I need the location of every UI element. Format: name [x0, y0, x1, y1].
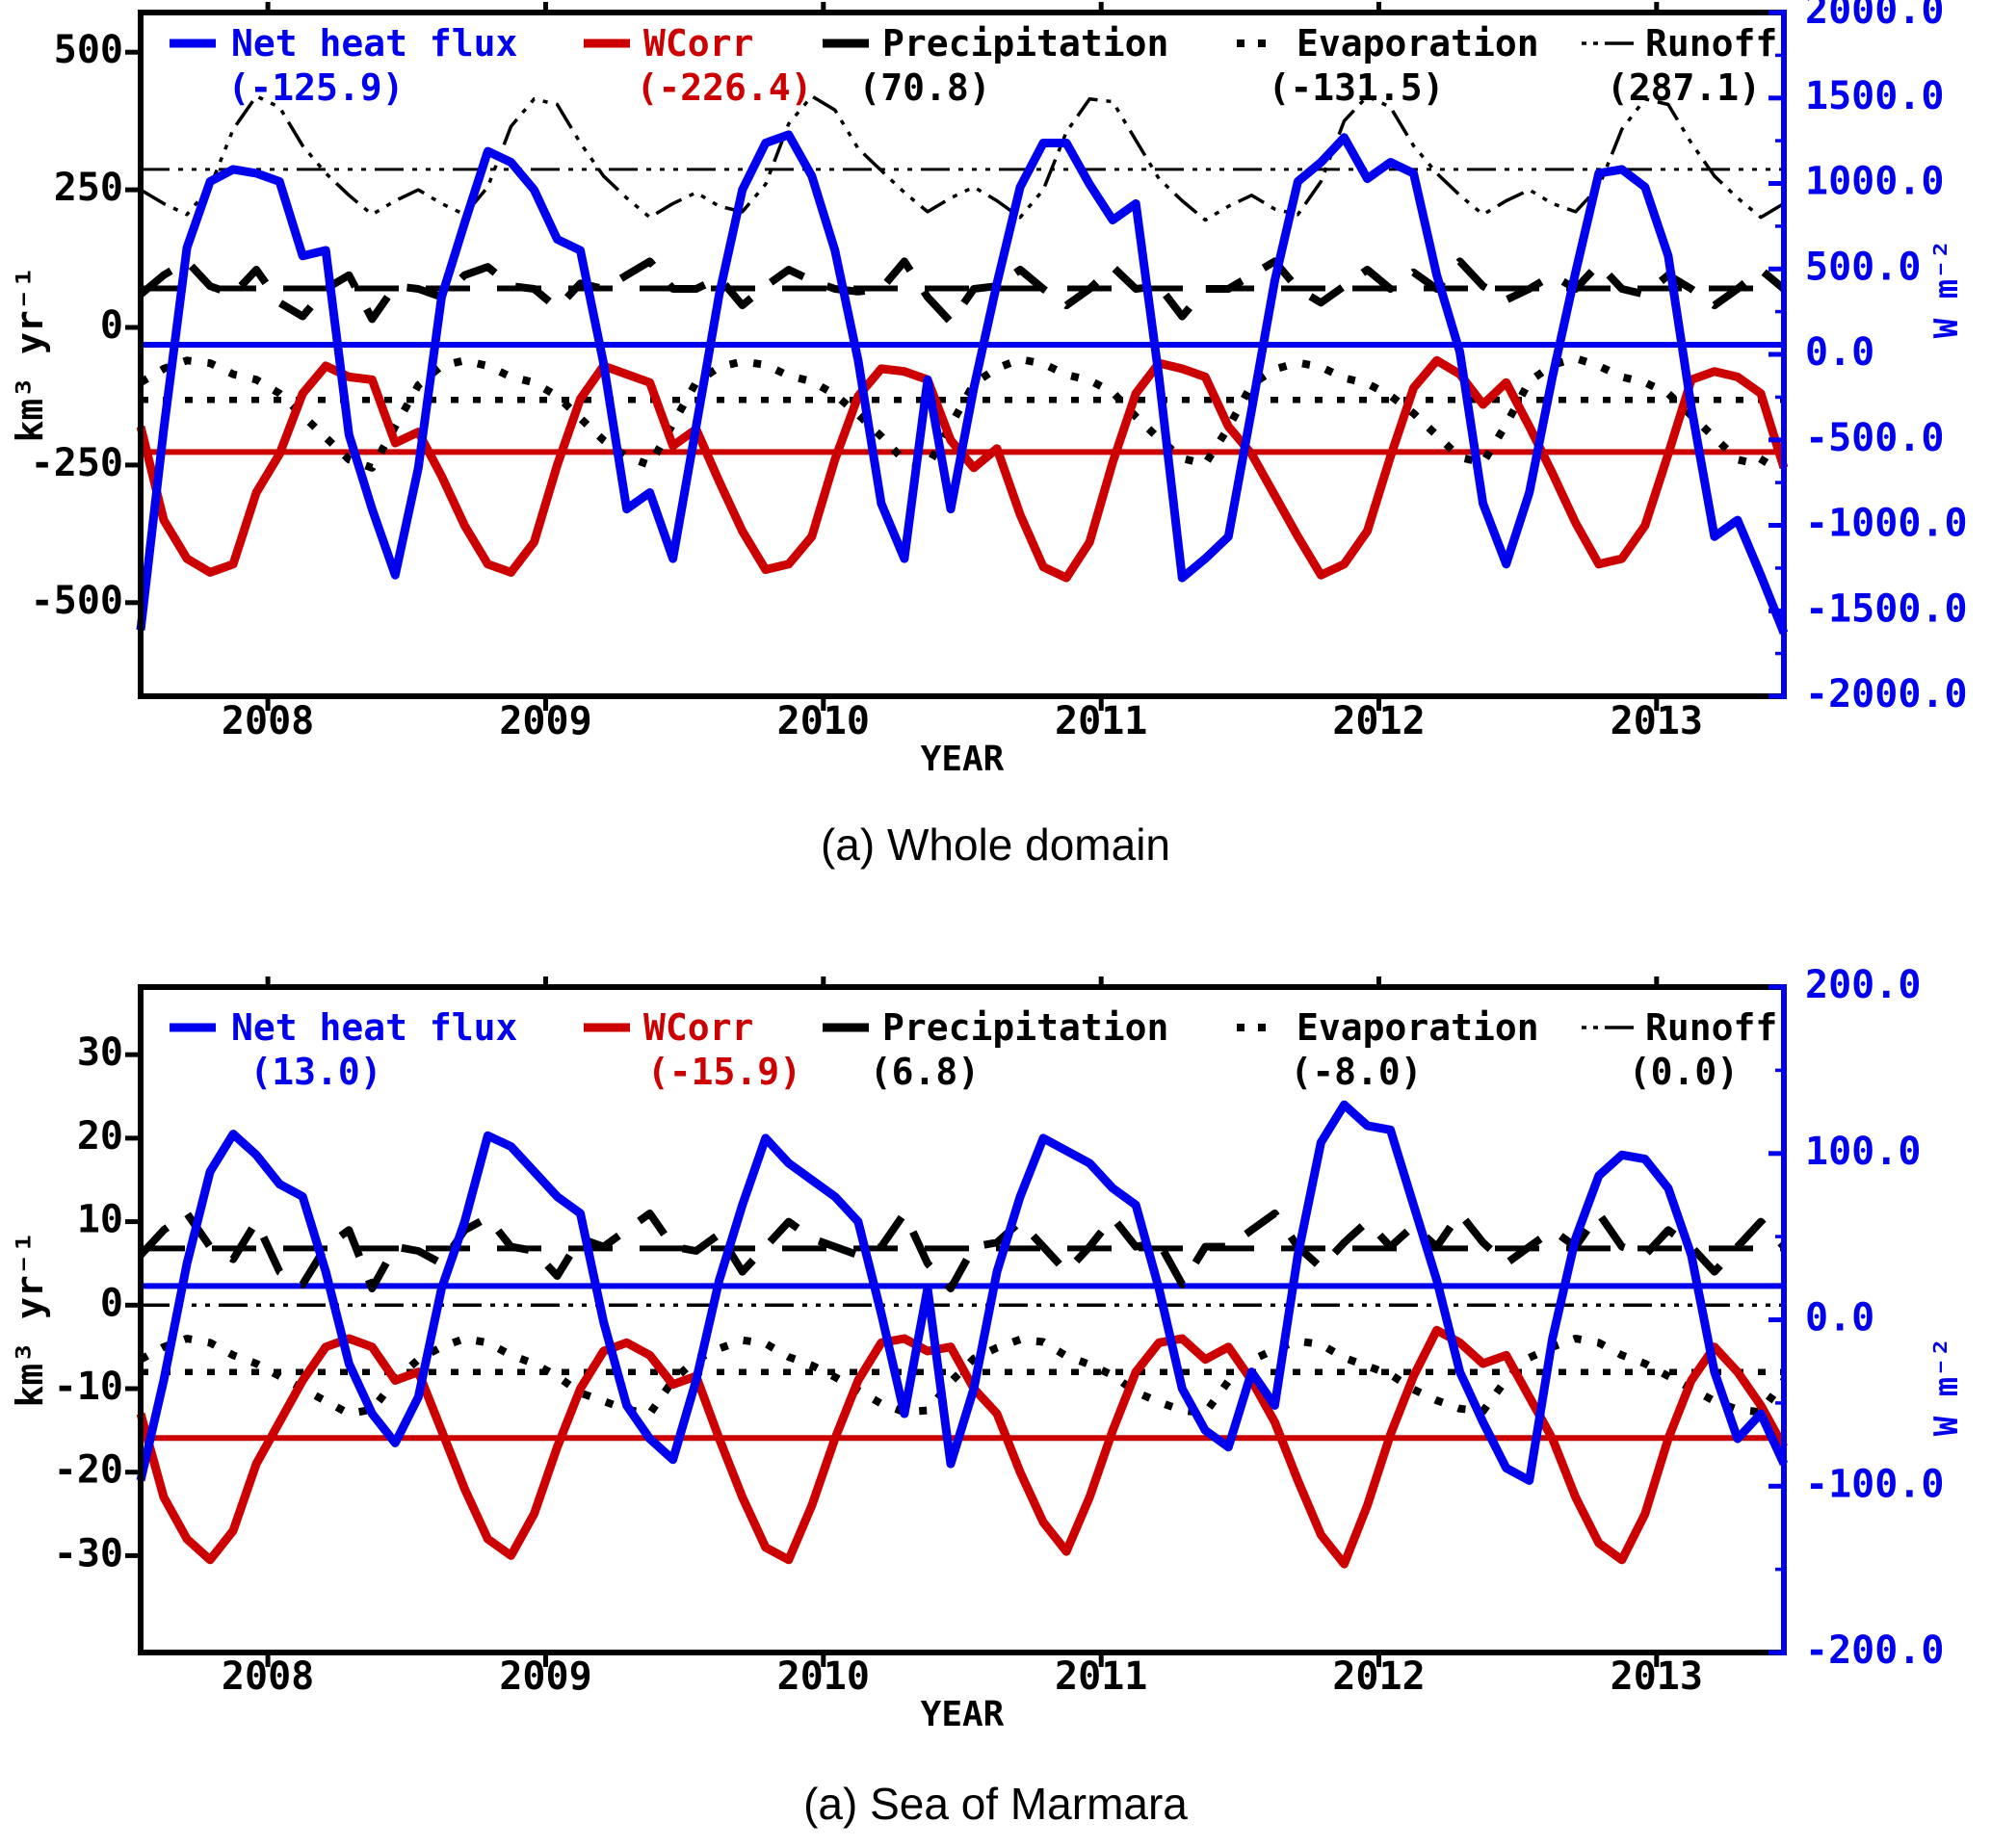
legend-label-evaporation: Evaporation — [1297, 22, 1539, 65]
legend-mean-evaporation: (-8.0) — [1290, 1051, 1422, 1093]
y-right-tick-label: 0.0 — [1805, 1296, 1874, 1340]
x-tick-label: 2013 — [1611, 699, 1703, 743]
y-left-axis-title: km³ yr⁻¹ — [9, 266, 51, 442]
legend-label-evaporation: Evaporation — [1297, 1006, 1539, 1049]
x-tick-label: 2010 — [777, 1654, 870, 1699]
legend-label-wcorr: WCorr — [643, 1006, 753, 1049]
y-left-tick-label: 250 — [54, 166, 123, 210]
legend-mean-wcorr: (-15.9) — [647, 1051, 801, 1093]
y-right-tick-label: 500.0 — [1805, 245, 1921, 289]
x-tick-label: 2009 — [499, 699, 591, 743]
legend-label-net_heat_flux: Net heat flux — [231, 1006, 517, 1049]
legend-label-wcorr: WCorr — [643, 22, 753, 65]
y-right-tick-label: 100.0 — [1805, 1130, 1921, 1174]
y-right-tick-label: 0.0 — [1805, 330, 1874, 375]
x-tick-label: 2012 — [1332, 699, 1425, 743]
net_heat_flux-series-line — [136, 1100, 1789, 1485]
legend-mean-evaporation: (-131.5) — [1268, 66, 1444, 109]
y-right-tick-label: -2000.0 — [1805, 672, 1968, 716]
y-left-tick-label: -250 — [31, 441, 123, 485]
y-left-tick-label: -500 — [31, 579, 123, 623]
x-tick-label: 2011 — [1055, 699, 1147, 743]
y-right-tick-label: -500.0 — [1805, 416, 1945, 460]
y-left-tick-label: 500 — [54, 28, 123, 72]
y-right-tick-label: -100.0 — [1805, 1462, 1945, 1506]
caption-sea-of-marmara: (a) Sea of Marmara — [803, 1779, 1188, 1829]
y-left-tick-label: -10 — [54, 1365, 123, 1409]
y-left-tick-label: 10 — [77, 1198, 123, 1242]
x-axis-title: YEAR — [921, 1695, 1005, 1733]
y-left-tick-label: 30 — [77, 1030, 123, 1075]
x-tick-label: 2009 — [499, 1654, 591, 1699]
x-tick-label: 2008 — [222, 1654, 314, 1699]
wcorr-series-line — [136, 1325, 1788, 1569]
x-tick-label: 2011 — [1055, 1654, 1147, 1699]
legend-mean-precipitation: (6.8) — [870, 1051, 980, 1093]
y-right-tick-label: -1500.0 — [1805, 586, 1968, 631]
net_heat_flux-series-line — [136, 130, 1789, 635]
y-right-tick-label: 1000.0 — [1805, 160, 1945, 204]
y-right-axis-title: W m⁻² — [1927, 240, 1966, 338]
runoff-series-line — [140, 94, 1785, 222]
y-left-tick-label: 0 — [100, 1281, 123, 1325]
y-right-tick-label: 200.0 — [1805, 963, 1921, 1007]
x-tick-label: 2010 — [777, 699, 870, 743]
y-right-tick-label: -200.0 — [1805, 1628, 1945, 1673]
legend-mean-wcorr: (-226.4) — [636, 66, 812, 109]
chart-whole-domain: 2008 2009 2010 2011 2012 2013 YEAR 500 250 0 -250 -… — [9, 0, 1968, 779]
y-left-tick-label: 20 — [77, 1114, 123, 1158]
x-tick-label: 2012 — [1332, 1654, 1425, 1699]
y-left-axis-title: km³ yr⁻¹ — [9, 1231, 51, 1407]
legend-label-precipitation: Precipitation — [882, 22, 1168, 65]
y-left-tick-label: -30 — [54, 1531, 123, 1575]
y-right-tick-label: 1500.0 — [1805, 74, 1945, 118]
legend-mean-runoff: (0.0) — [1629, 1051, 1739, 1093]
legend-mean-net_heat_flux: (13.0) — [249, 1051, 381, 1093]
x-tick-label: 2013 — [1611, 1654, 1703, 1699]
legend-label-net_heat_flux: Net heat flux — [231, 22, 517, 65]
legend-mean-precipitation: (70.8) — [858, 66, 990, 109]
legend-mean-runoff: (287.1) — [1607, 66, 1761, 109]
y-left-tick-label: -20 — [54, 1448, 123, 1493]
x-tick-label: 2008 — [222, 699, 314, 743]
evaporation-series-line — [139, 1335, 1788, 1418]
precipitation-series-line — [138, 257, 1787, 326]
legend-label-runoff: Runoff — [1645, 22, 1777, 65]
x-axis-title: YEAR — [921, 740, 1005, 779]
y-left-tick-label: 0 — [100, 303, 123, 348]
chart-sea-of-marmara: 2008 2009 2010 2011 2012 2013YEAR3020100-10-2… — [9, 963, 1966, 1733]
y-right-axis-title: W m⁻² — [1927, 1338, 1966, 1436]
precipitation-series-line — [138, 1210, 1787, 1292]
y-right-tick-label: 2000.0 — [1805, 0, 1945, 33]
legend-label-precipitation: Precipitation — [882, 1006, 1168, 1049]
caption-whole-domain: (a) Whole domain — [820, 820, 1171, 870]
y-right-tick-label: -1000.0 — [1805, 502, 1968, 546]
legend-label-runoff: Runoff — [1645, 1006, 1777, 1049]
legend-mean-net_heat_flux: (-125.9) — [227, 66, 404, 109]
